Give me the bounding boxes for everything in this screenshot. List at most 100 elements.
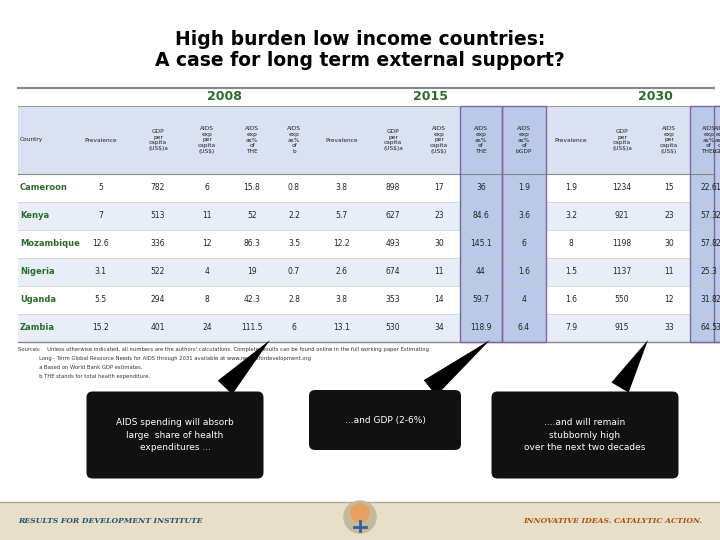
Text: 111.5: 111.5 — [241, 323, 263, 333]
Bar — [460, 106, 502, 342]
Bar — [690, 106, 720, 342]
Bar — [714, 230, 720, 258]
Bar — [502, 106, 546, 342]
Text: 550: 550 — [615, 295, 629, 305]
Text: 12.6: 12.6 — [92, 240, 109, 248]
Text: 3.6: 3.6 — [518, 212, 530, 220]
Text: 12: 12 — [202, 240, 212, 248]
Bar — [714, 106, 720, 342]
Text: AIDS
exp
as%
of
THE: AIDS exp as% of THE — [474, 126, 488, 154]
Text: 1198: 1198 — [613, 240, 631, 248]
Text: 898: 898 — [386, 184, 400, 192]
Bar — [460, 174, 502, 202]
Text: GDP
per
capita
(US$)a: GDP per capita (US$)a — [383, 129, 403, 151]
Text: Country: Country — [20, 138, 43, 143]
Text: 11: 11 — [434, 267, 444, 276]
Text: 59.7: 59.7 — [472, 295, 490, 305]
Text: b THE stands for total health expenditure.: b THE stands for total health expenditur… — [18, 374, 150, 379]
Bar — [460, 230, 502, 258]
Text: 23: 23 — [434, 212, 444, 220]
Text: 6: 6 — [204, 184, 210, 192]
FancyBboxPatch shape — [86, 392, 264, 478]
Bar — [502, 258, 546, 286]
Text: 8: 8 — [569, 240, 573, 248]
Text: 1.5: 1.5 — [565, 267, 577, 276]
Text: AIDS
exp
as%
of
b: AIDS exp as% of b — [287, 126, 301, 154]
Text: 12: 12 — [665, 295, 674, 305]
Text: AIDS spending will absorb
large  share of health
expenditures ...: AIDS spending will absorb large share of… — [116, 418, 234, 452]
Text: 1234: 1234 — [613, 184, 631, 192]
Bar — [460, 202, 502, 230]
Text: 84.6: 84.6 — [472, 212, 490, 220]
Bar — [690, 286, 720, 314]
Text: INNOVATIVE IDEAS. CATALYTIC ACTION.: INNOVATIVE IDEAS. CATALYTIC ACTION. — [523, 517, 702, 525]
Text: 7.9: 7.9 — [565, 323, 577, 333]
Text: 522: 522 — [150, 267, 165, 276]
Bar — [18, 258, 714, 286]
Text: 57.3: 57.3 — [701, 212, 718, 220]
Text: Prevalence: Prevalence — [84, 138, 117, 143]
Text: 2.2: 2.2 — [288, 212, 300, 220]
Text: Prevalence: Prevalence — [554, 138, 588, 143]
Bar — [502, 202, 546, 230]
Text: 15.8: 15.8 — [243, 184, 261, 192]
Text: A case for long term external support?: A case for long term external support? — [155, 51, 565, 70]
Text: ...and GDP (2-6%): ...and GDP (2-6%) — [345, 415, 426, 424]
Bar — [502, 230, 546, 258]
Bar — [502, 174, 546, 202]
Text: 0.7: 0.7 — [288, 267, 300, 276]
Text: Nigeria: Nigeria — [20, 267, 55, 276]
Text: Sources:    Unless otherwise indicated, all numbers are the authors' calculation: Sources: Unless otherwise indicated, all… — [18, 347, 429, 352]
Text: 2.5: 2.5 — [715, 240, 720, 248]
Text: 34: 34 — [434, 323, 444, 333]
Text: 2.2: 2.2 — [715, 295, 720, 305]
Bar — [460, 106, 502, 342]
Bar — [714, 202, 720, 230]
Bar — [714, 174, 720, 202]
Bar — [502, 314, 546, 342]
Text: 3.2: 3.2 — [565, 212, 577, 220]
Text: 6.4: 6.4 — [518, 323, 530, 333]
Text: 13.1: 13.1 — [333, 323, 350, 333]
Text: Uganda: Uganda — [20, 295, 56, 305]
Text: 2008: 2008 — [207, 91, 241, 104]
Text: 44: 44 — [476, 267, 486, 276]
Text: Cameroon: Cameroon — [20, 184, 68, 192]
Text: 2.6: 2.6 — [336, 267, 348, 276]
Text: 1.6: 1.6 — [565, 295, 577, 305]
Text: AIDS
exp
as%
of
THE: AIDS exp as% of THE — [245, 126, 259, 154]
Text: 3.5: 3.5 — [288, 240, 300, 248]
Bar — [460, 286, 502, 314]
Text: 57.8: 57.8 — [701, 240, 717, 248]
Text: 24: 24 — [202, 323, 212, 333]
Text: AIDS
exp
as%
of
bGDP: AIDS exp as% of bGDP — [516, 126, 532, 154]
Text: High burden low income countries:: High burden low income countries: — [175, 30, 545, 49]
Text: 2.5: 2.5 — [715, 212, 720, 220]
Text: 5.5: 5.5 — [94, 295, 107, 305]
Text: 19: 19 — [247, 267, 257, 276]
Bar — [18, 202, 714, 230]
Bar — [18, 174, 714, 202]
Text: 2.8: 2.8 — [288, 295, 300, 305]
Text: 25.3: 25.3 — [701, 267, 717, 276]
Text: 64.5: 64.5 — [701, 323, 718, 333]
Text: 1.9: 1.9 — [565, 184, 577, 192]
Text: 627: 627 — [386, 212, 400, 220]
Text: 530: 530 — [386, 323, 400, 333]
Bar — [460, 258, 502, 286]
Text: AIDS
exp
per
capita
(US$): AIDS exp per capita (US$) — [430, 126, 448, 154]
Text: 6: 6 — [292, 323, 297, 333]
Text: 23: 23 — [664, 212, 674, 220]
Text: Long - Term Global Resource Needs for AIDS through 2031 available at www.results: Long - Term Global Resource Needs for AI… — [18, 356, 311, 361]
Polygon shape — [424, 340, 490, 396]
Bar — [690, 258, 720, 286]
Bar — [690, 106, 720, 342]
Text: 86.3: 86.3 — [243, 240, 261, 248]
Circle shape — [351, 504, 369, 522]
Text: 4: 4 — [521, 295, 526, 305]
Bar — [714, 106, 720, 342]
Text: 8: 8 — [204, 295, 210, 305]
Bar — [714, 314, 720, 342]
Text: 5.7: 5.7 — [336, 212, 348, 220]
Text: 0.8: 0.8 — [288, 184, 300, 192]
